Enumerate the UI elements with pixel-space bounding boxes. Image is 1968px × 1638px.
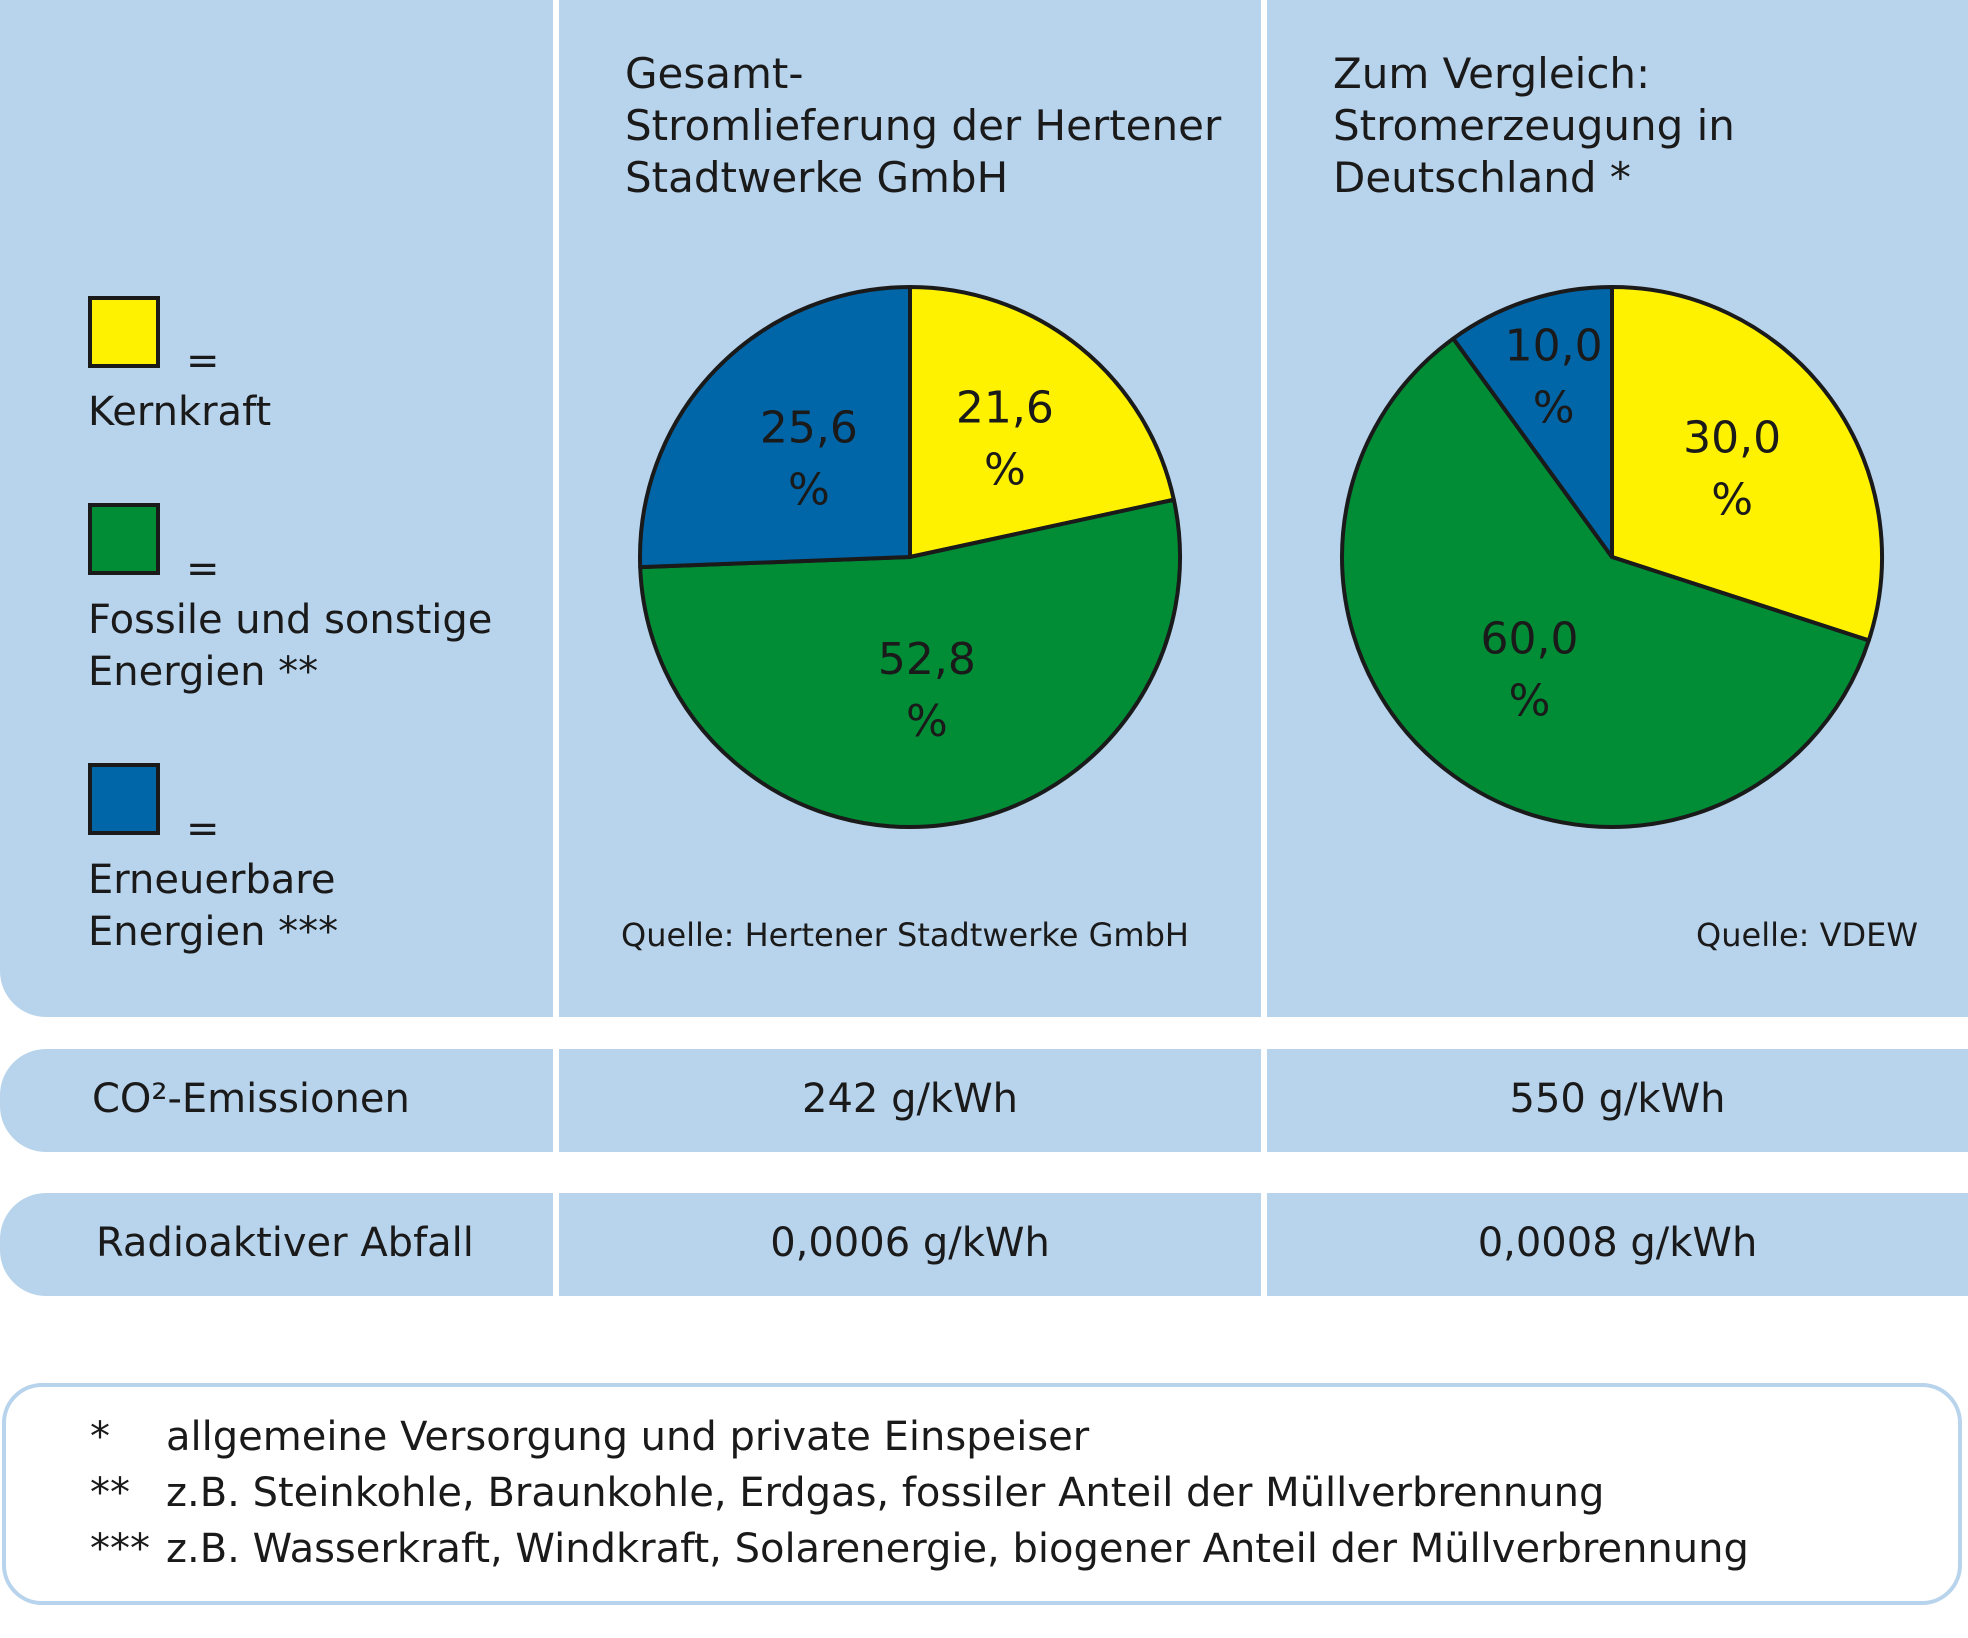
pie-slice-renewable — [638, 285, 912, 570]
legend-equals: = — [186, 546, 220, 592]
chart-title-hertener: Gesamt- Stromlieferung der Hertener Stad… — [625, 49, 1222, 202]
footnote-text: allgemeine Versorgung und private Einspe… — [166, 1414, 1090, 1460]
footnote-mark: * — [90, 1414, 110, 1460]
legend-label-fossil: Fossile und sonstige Energien ** — [88, 597, 493, 695]
legend-swatch-kernkraft — [88, 296, 160, 368]
chart-source-deutschland: Quelle: VDEW — [1696, 916, 1918, 954]
footnotes-box: * allgemeine Versorgung und private Eins… — [2, 1383, 1962, 1605]
chart-source-hertener: Quelle: Hertener Stadtwerke GmbH — [621, 916, 1189, 954]
pie-slice-renewable — [1451, 285, 1614, 559]
row-waste-value-deutschland: 0,0008 g/kWh — [1477, 1220, 1758, 1266]
footnote-mark: ** — [90, 1470, 130, 1516]
footnote-text: z.B. Wasserkraft, Windkraft, Solarenergi… — [166, 1526, 1749, 1572]
legend-label-renewable: Erneuerbare Energien *** — [88, 857, 339, 955]
slice-label-fossil: 52,8% — [878, 634, 976, 747]
slice-label-renewable: 10,0% — [1505, 320, 1603, 433]
pie-slice-kernkraft — [908, 285, 1176, 559]
footnote-text: z.B. Steinkohle, Braunkohle, Erdgas, fos… — [166, 1470, 1605, 1516]
row-waste-value-cell: 0,0008 g/kWh — [1267, 1193, 1968, 1296]
pie-slice-kernkraft — [1610, 285, 1884, 643]
pie-chart-deutschland: 30,0 % 60,0 % 10,0% — [1340, 285, 1884, 829]
row-co2-value-deutschland: 550 g/kWh — [1509, 1076, 1726, 1122]
row-waste-value-cell: 0,0006 g/kWh — [559, 1193, 1261, 1296]
legend-swatch-renewable — [88, 763, 160, 835]
slice-label-kernkraft: 21,6% — [956, 382, 1054, 495]
footnote-mark: *** — [90, 1526, 150, 1572]
legend-equals: = — [186, 806, 220, 852]
slice-label-renewable: 25,6% — [760, 403, 858, 516]
chart-title-deutschland: Zum Vergleich: Stromerzeugung in Deutsch… — [1333, 49, 1735, 202]
legend-label-kernkraft: Kernkraft — [88, 389, 272, 435]
pie-slice-fossil — [638, 497, 1182, 829]
row-waste-value-hertener: 0,0006 g/kWh — [770, 1220, 1050, 1266]
legend-equals: = — [186, 338, 220, 384]
row-waste-label: Radioaktiver Abfall — [96, 1220, 474, 1266]
legend-panel: = Kernkraft = Fossile und sonstige Energ… — [0, 0, 553, 1017]
row-co2-value-cell: 550 g/kWh — [1267, 1049, 1968, 1152]
slice-label-fossil: 60,0% — [1480, 614, 1578, 727]
row-co2-label: CO²-Emissionen — [92, 1076, 410, 1122]
pie-chart-hertener: 21,6 % 52,8 % 25,6% — [638, 285, 1182, 829]
legend-swatch-fossil — [88, 503, 160, 575]
slice-label-kernkraft: 30,0% — [1683, 413, 1781, 526]
row-waste-label-cell: Radioaktiver Abfall — [0, 1193, 553, 1296]
row-co2-label-cell: CO²-Emissionen — [0, 1049, 553, 1152]
pie-slice-fossil — [1340, 336, 1871, 829]
row-co2-value-hertener: 242 g/kWh — [802, 1076, 1018, 1122]
row-co2-value-cell: 242 g/kWh — [559, 1049, 1261, 1152]
